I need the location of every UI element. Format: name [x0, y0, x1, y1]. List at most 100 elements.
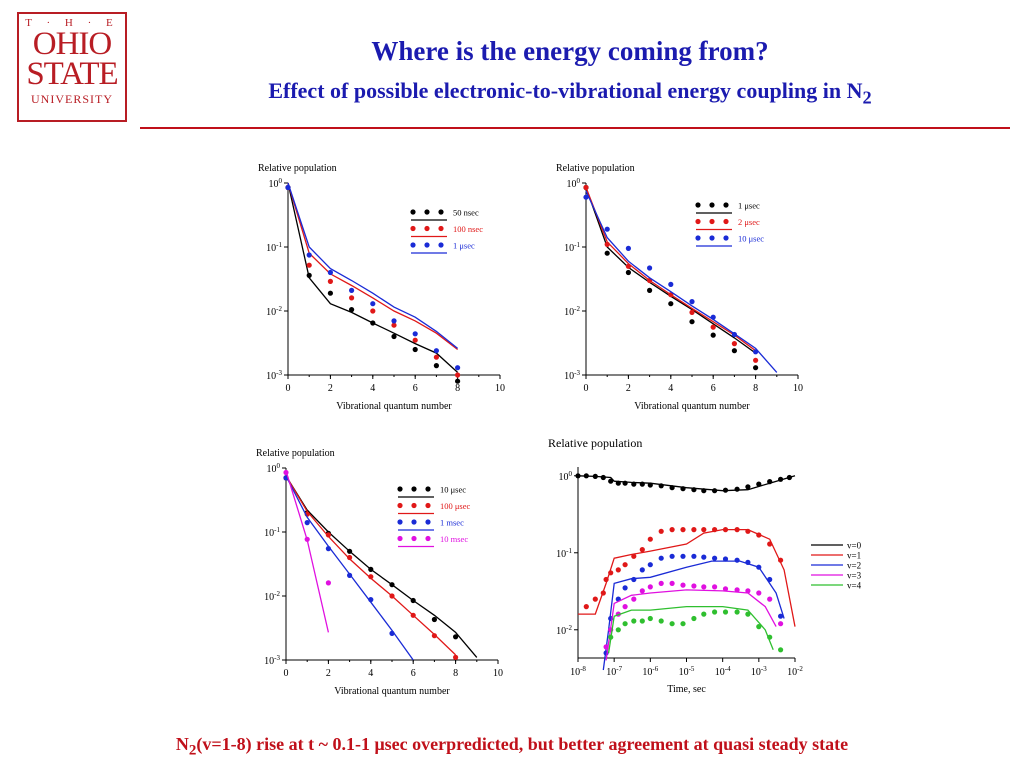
subtitle-text: Effect of possible electronic-to-vibrati… [268, 78, 863, 103]
data-point [734, 609, 740, 615]
legend-dot [425, 519, 431, 525]
data-point [731, 331, 737, 338]
data-point [325, 546, 331, 552]
legend-dot [397, 519, 403, 525]
data-point [767, 596, 773, 602]
data-point [669, 621, 675, 627]
legend-dot [411, 486, 417, 492]
legend-dot [424, 225, 430, 232]
data-point [304, 536, 310, 542]
x-tick-label: 10-2 [787, 665, 803, 678]
legend-dot [695, 202, 701, 208]
x-tick-label: 10 [493, 668, 503, 679]
x-tick-label: 4 [668, 383, 673, 394]
legend-label: v=4 [847, 581, 862, 591]
data-point [631, 618, 637, 624]
data-point [412, 346, 418, 353]
chart-panel-bottom-right: Relative population Time, sec 10-8 10-7 10-6… [548, 436, 862, 695]
y-tick-label: 100 [567, 177, 581, 190]
data-point [712, 488, 718, 494]
data-point [734, 587, 740, 593]
data-point [603, 576, 609, 583]
data-point [701, 488, 707, 494]
legend-label: 10 μsec [440, 485, 466, 495]
y-tick-label: 100 [267, 462, 281, 475]
x-tick-label: 8 [455, 383, 460, 394]
slide-subtitle: Effect of possible electronic-to-vibrati… [140, 78, 1000, 108]
data-point [731, 341, 737, 347]
data-point [691, 615, 697, 622]
x-tick-label: 10-7 [606, 665, 622, 678]
legend-label: v=0 [847, 541, 862, 551]
osu-logo: T · H · E OHIO STATE UNIVERSITY [17, 12, 127, 122]
data-point [745, 559, 751, 565]
data-point [647, 615, 653, 622]
data-point [734, 557, 740, 563]
data-point [691, 527, 697, 533]
data-point [658, 528, 664, 534]
data-point [668, 301, 674, 307]
legend-dot [411, 519, 417, 525]
data-point [455, 372, 461, 378]
data-point [583, 473, 589, 479]
data-point [701, 554, 707, 560]
logo-ohio: OHIO [32, 26, 112, 62]
data-point [745, 611, 751, 617]
y-tick-label: 10-2 [264, 590, 280, 603]
legend-dot [438, 209, 444, 215]
data-point [668, 281, 674, 287]
x-tick-label: 6 [413, 383, 418, 394]
data-point [722, 487, 729, 493]
legend-label: 1 μsec [738, 201, 760, 211]
data-point [622, 585, 628, 591]
data-point [756, 624, 762, 630]
y-axis-label: Relative population [256, 448, 335, 459]
legend-dot [438, 225, 444, 232]
data-point [722, 609, 729, 615]
data-point [455, 365, 461, 371]
data-point [710, 332, 716, 338]
data-point [753, 357, 759, 363]
x-tick-label: 10-3 [751, 665, 767, 678]
data-point [734, 527, 740, 533]
series-line-4 [607, 605, 774, 654]
footer-note: N2(v=1-8) rise at t ~ 0.1-1 μsec overpre… [0, 734, 1024, 760]
slide-title: Where is the energy coming from? [371, 36, 769, 66]
data-point [647, 584, 653, 590]
legend-label: 100 μsec [440, 501, 471, 511]
legend-dot [410, 242, 416, 248]
data-point [658, 618, 664, 624]
data-point [756, 564, 762, 570]
data-point [349, 307, 355, 313]
data-point [592, 596, 598, 602]
legend-dot [410, 209, 416, 215]
data-point [680, 486, 686, 492]
data-point [778, 476, 784, 482]
series-line-1 [285, 475, 457, 656]
data-point [604, 241, 610, 247]
legend-dot [723, 235, 729, 241]
data-point [431, 616, 437, 623]
y-tick-label: 10-1 [264, 526, 280, 539]
data-point [778, 621, 784, 627]
series-line-1 [287, 182, 458, 351]
data-point [658, 555, 664, 561]
data-point [625, 269, 631, 276]
x-tick-label: 2 [626, 383, 631, 394]
data-point [455, 378, 461, 384]
data-point [433, 363, 439, 369]
data-point [306, 272, 312, 278]
data-point [600, 474, 606, 481]
legend-label: 10 μsec [738, 234, 764, 244]
y-tick-label: 10-1 [564, 241, 580, 254]
legend-dot [397, 486, 403, 492]
data-point [389, 593, 395, 599]
data-point [712, 609, 718, 615]
data-point [691, 487, 697, 493]
x-axis-label: Time, sec [667, 684, 706, 695]
legend-label: 1 msec [440, 518, 464, 528]
data-point [745, 484, 751, 490]
data-point [347, 554, 353, 561]
data-point [701, 527, 707, 533]
data-point [639, 588, 645, 594]
